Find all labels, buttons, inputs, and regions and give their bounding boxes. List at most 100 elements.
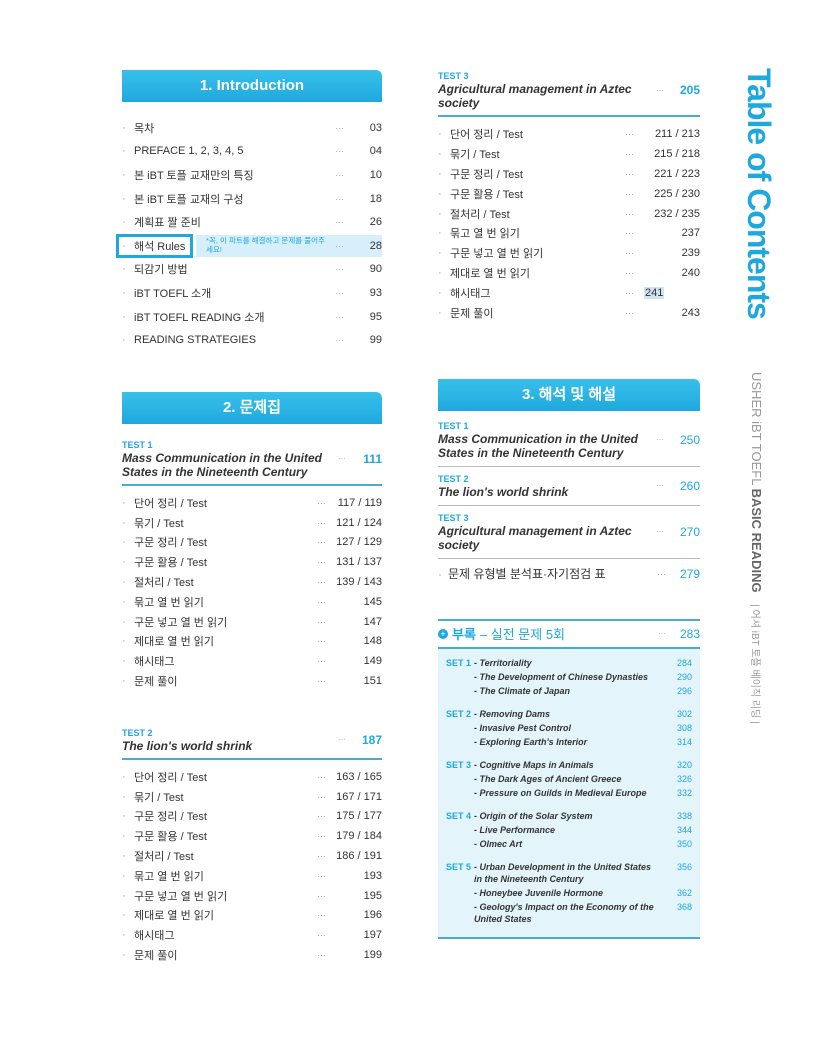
toc-entry[interactable]: · 계획표 짤 준비 ··· 26 [122,210,382,234]
leader-dash: ··· [317,831,326,842]
set-item[interactable]: - Pressure on Guilds in Medieval Europe 3… [474,787,692,799]
test-heading[interactable]: TEST 3 Agricultural management in Aztec s… [438,70,700,110]
leader-dash: ··· [335,264,344,275]
entry-page: 147 [363,615,382,628]
set-item[interactable]: - Invasive Pest Control 308 [474,722,692,734]
set-item-page: 332 [676,787,692,798]
spine-en-bold: BASIC READING [749,488,764,593]
set-item[interactable]: - Honeybee Juvenile Hormone 362 [474,887,692,899]
toc-entry[interactable]: · 구문 활용 / Test ··· 225 / 230 [438,184,700,204]
leader-dash: ··· [656,481,664,491]
set-label: SET 3 [446,759,472,770]
toc-entry[interactable]: · 묶기 / Test ··· 121 / 124 [122,513,382,533]
toc-entry[interactable]: · 제대로 열 번 읽기 ··· 148 [122,632,382,652]
set-item-text: Urban Development in the United States i… [474,861,652,884]
toc-entry[interactable]: · 묶기 / Test ··· 167 / 171 [122,787,382,807]
entry-page: 99 [369,334,382,347]
toc-entry[interactable]: · 구문 넣고 열 번 읽기 ··· 195 [122,886,382,906]
set-item[interactable]: - Olmec Art 350 [474,838,692,850]
toc-entry[interactable]: · 구문 정리 / Test ··· 127 / 129 [122,533,382,553]
leader-dash: ··· [338,454,346,464]
toc-entry[interactable]: · 구문 활용 / Test ··· 179 / 184 [122,826,382,846]
toc-entry[interactable]: · READING STRATEGIES ··· 99 [122,328,382,352]
toc-entry[interactable]: · 묶고 열 번 읽기 ··· 237 [438,223,700,243]
toc-entry[interactable]: · 구문 넣고 열 번 읽기 ··· 239 [438,243,700,263]
toc-entry[interactable]: · 절처리 / Test ··· 186 / 191 [122,846,382,866]
bullet: · [122,263,126,276]
set-item[interactable]: - Origin of the Solar System 338 [474,810,692,822]
leader-dash: ··· [335,335,344,346]
toc-entry[interactable]: · 묶고 열 번 읽기 ··· 145 [122,592,382,612]
set-item[interactable]: - Geology's Impact on the Economy of the… [474,901,692,925]
toc-entry[interactable]: · 본 iBT 토플 교재의 구성 ··· 18 [122,187,382,211]
set-item-title: - Origin of the Solar System [474,810,593,821]
entry-page: 90 [369,263,382,276]
set-item[interactable]: - Urban Development in the United States… [474,861,692,885]
toc-entry[interactable]: · 본 iBT 토플 교재만의 특징 ··· 10 [122,163,382,187]
set-item[interactable]: - Live Performance 344 [474,824,692,836]
bullet: · [122,830,126,843]
set-item[interactable]: - The Dark Ages of Ancient Greece 326 [474,773,692,785]
set-item[interactable]: - The Climate of Japan 296 [474,685,692,697]
set-item-title: - Live Performance [474,824,556,835]
toc-entry[interactable]: · iBT TOEFL READING 소개 ··· 95 [122,305,382,329]
appendix-title[interactable]: + 부록 – 실전 문제 5회 ··· 283 [438,618,700,647]
set-item[interactable]: - Exploring Earth's Interior 314 [474,736,692,748]
toc-entry[interactable]: · 구문 활용 / Test ··· 131 / 137 [122,552,382,572]
toc-entry[interactable]: · 해시태그 ··· 241 [438,283,700,303]
set-item[interactable]: - Removing Dams 302 [474,708,692,720]
toc-entry[interactable]: · 문제 풀이 ··· 199 [122,945,382,965]
toc-entry[interactable]: · 단어 정리 / Test ··· 117 / 119 [122,493,382,513]
entry-page: 117 / 119 [337,496,382,509]
bullet: · [122,889,126,902]
toc-entry[interactable]: · 해석 Rules ··· 28 *꼭, 이 파트를 해결하고 문제를 풀어주세요! [116,233,382,258]
set-item-page: 284 [676,657,692,668]
toc-entry[interactable]: · 절처리 / Test ··· 139 / 143 [122,572,382,592]
entry-page: 211 / 213 [654,127,700,140]
set-item-page: 308 [676,722,692,733]
toc-entry[interactable]: · 단어 정리 / Test ··· 211 / 213 [438,124,700,144]
set-item-page: 356 [676,861,692,872]
toc-entry[interactable]: · 문제 풀이 ··· 151 [122,671,382,691]
toc-entry[interactable]: · 묶기 / Test ··· 215 / 218 [438,144,700,164]
test-title: Mass Communication in the United States … [122,450,323,479]
test-heading[interactable]: TEST 2 The lion's world shrink ··· 187 [122,727,382,753]
set-item[interactable]: - Territoriality 284 [474,657,692,669]
answer-heading[interactable]: TEST 2 The lion's world shrink ··· 260 [438,473,700,499]
test-2-section: TEST 2 The lion's world shrink ··· 187 · 단어 정… [122,727,382,965]
bullet: · [438,127,442,140]
set-item[interactable]: - The Development of Chinese Dynasties 29… [474,671,692,683]
toc-entry[interactable]: · 해시태그 ··· 197 [122,925,382,945]
toc-entry[interactable]: · 단어 정리 / Test ··· 163 / 165 [122,767,382,787]
entry-page: 199 [363,948,382,961]
test-title: Agricultural management in Aztec society [438,82,632,110]
entry-label: 묶고 열 번 읽기 [134,596,204,609]
set-item[interactable]: - Cognitive Maps in Animals 320 [474,759,692,771]
toc-entry[interactable]: · 문제 유형별 분석표·자기점검 표 ··· 279 [438,563,700,585]
bullet: · [122,516,126,529]
toc-entry[interactable]: · 묶고 열 번 읽기 ··· 193 [122,866,382,886]
toc-entry[interactable]: · 구문 넣고 열 번 읽기 ··· 147 [122,612,382,632]
answer-heading[interactable]: TEST 1 Mass Communication in the United S… [438,420,700,460]
toc-entry[interactable]: · 제대로 열 번 읽기 ··· 240 [438,263,700,283]
toc-entry[interactable]: · 제대로 열 번 읽기 ··· 196 [122,905,382,925]
answer-heading[interactable]: TEST 3 Agricultural management in Aztec s… [438,512,700,552]
entry-label: 묶기 / Test [134,517,184,530]
bullet: · [122,869,126,882]
toc-entry[interactable]: · 문제 풀이 ··· 243 [438,303,700,323]
test-heading[interactable]: TEST 1 Mass Communication in the United S… [122,439,382,479]
toc-entry[interactable]: · 해시태그 ··· 149 [122,651,382,671]
toc-entry[interactable]: · 구문 정리 / Test ··· 175 / 177 [122,807,382,827]
set-item-title: - Removing Dams [474,708,551,719]
toc-entry[interactable]: · PREFACE 1, 2, 3, 4, 5 ··· 04 [122,140,382,164]
bullet: · [122,536,126,549]
plus-circle-icon: + [438,628,448,639]
toc-entry[interactable]: · 구문 정리 / Test ··· 221 / 223 [438,164,700,184]
toc-entry[interactable]: · 목차 ··· 03 [122,116,382,140]
entry-page: 175 / 177 [336,810,382,823]
leader-dash: ··· [335,169,344,180]
toc-entry[interactable]: · 절처리 / Test ··· 232 / 235 [438,204,700,224]
toc-entry[interactable]: · iBT TOEFL 소개 ··· 93 [122,281,382,305]
test-label: TEST 2 [122,727,153,738]
toc-entry[interactable]: · 되감기 방법 ··· 90 [122,258,382,282]
